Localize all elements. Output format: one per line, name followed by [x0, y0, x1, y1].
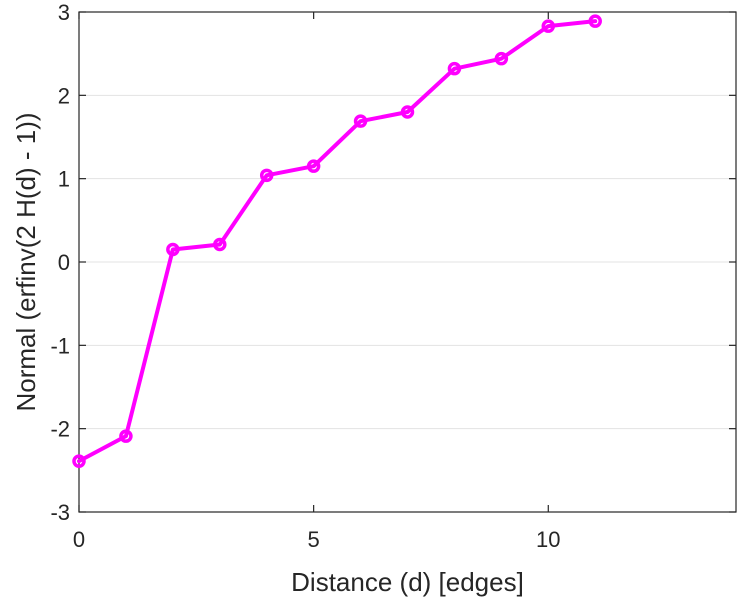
data-point — [166, 242, 180, 257]
data-point — [306, 159, 321, 173]
y-tick-label: 3 — [58, 0, 70, 25]
x-tick-label: 10 — [536, 527, 560, 552]
data-point — [72, 454, 86, 468]
data-point — [447, 61, 462, 76]
y-tick-label: 0 — [58, 250, 70, 275]
data-point — [259, 168, 274, 183]
x-axis-label: Distance (d) [edges] — [291, 567, 524, 597]
y-tick-label: 2 — [58, 83, 70, 108]
grid-lines — [79, 94, 736, 430]
series-line — [77, 19, 598, 464]
data-point — [400, 105, 415, 119]
y-tick-label: -2 — [50, 417, 70, 442]
x-tick-label: 5 — [308, 527, 320, 552]
data-point — [119, 429, 133, 443]
y-tick-label: 1 — [58, 167, 70, 192]
y-tick-label: -3 — [50, 500, 70, 525]
x-tick-label: 0 — [73, 527, 85, 552]
y-tick-label: -1 — [50, 333, 70, 358]
data-point — [588, 14, 602, 28]
axis-ticks: -3 -2 -1 0 1 2 3 0 5 10 — [50, 0, 736, 552]
data-point — [541, 19, 556, 33]
y-axis-label: Normal (erfinv(2 H(d) - 1)) — [11, 112, 41, 411]
data-point — [353, 114, 368, 128]
data-series — [72, 14, 602, 468]
data-point — [213, 237, 227, 252]
data-point — [494, 51, 509, 66]
